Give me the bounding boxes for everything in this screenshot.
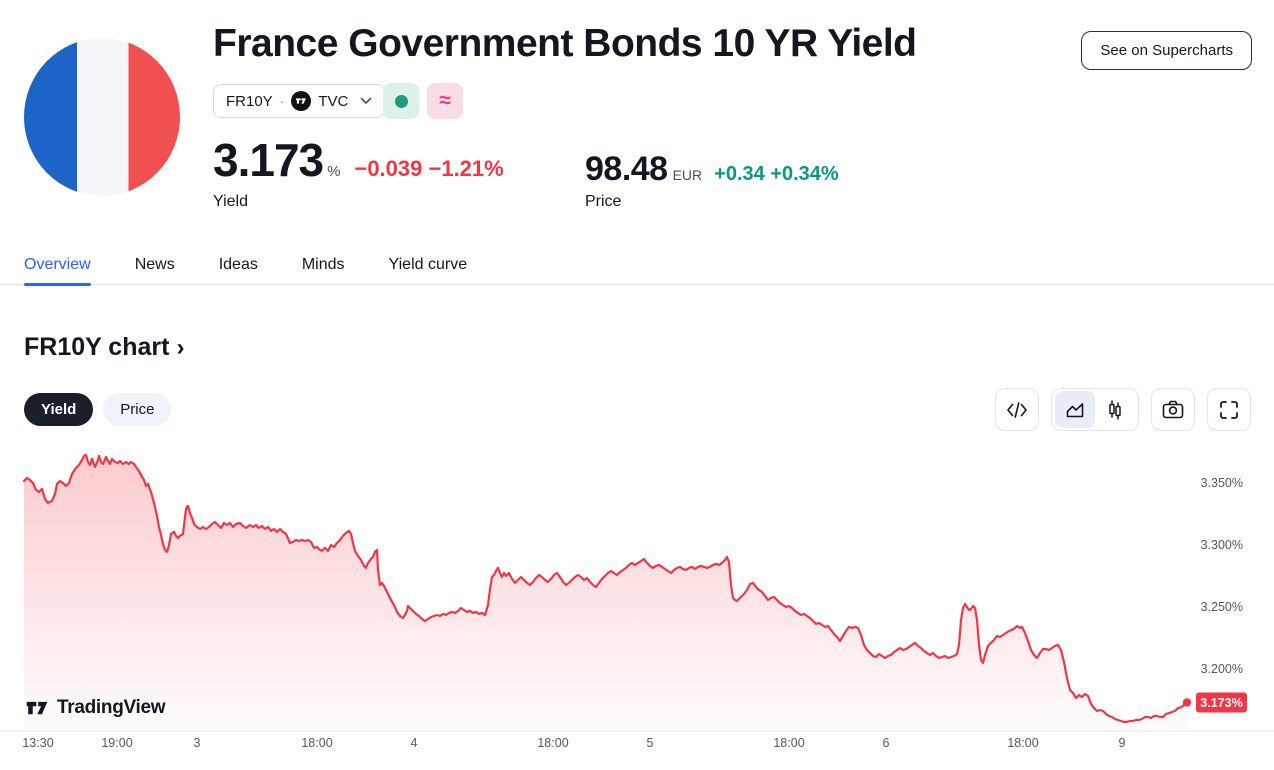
yield-line [22,453,1189,723]
tab-ideas[interactable]: Ideas [218,256,258,273]
code-icon [1007,401,1027,418]
last-price-dot [1182,698,1192,707]
tradingview-watermark-text: TradingView [57,697,166,718]
yield-stat-label: Yield [213,193,248,210]
last-price-tag-text: 3.173% [1200,696,1242,710]
time-axis-label[interactable]: 18:00 [301,736,332,750]
price-axis-label[interactable]: 3.200% [1201,662,1243,676]
chart-type-toggle [1051,388,1139,431]
candles-chart-type-button[interactable] [1095,391,1135,428]
france-flag-icon [24,38,180,196]
tradingview-logo-icon [291,91,312,111]
time-axis-label[interactable]: 18:00 [1007,736,1038,750]
tab-overview[interactable]: Overview [24,246,91,286]
embed-code-button[interactable] [995,388,1039,431]
approx-data-badge[interactable]: ≈ [427,83,463,119]
yield-unit: % [327,163,341,180]
camera-icon [1162,400,1184,419]
symbol-separator: · [279,93,285,109]
price-axis-label[interactable]: 3.350% [1201,476,1243,490]
time-axis-label[interactable]: 19:00 [101,736,132,750]
chart-section-title: FR10Y chart [24,332,170,361]
tradingview-logo-mark-icon [26,701,48,715]
time-axis-label[interactable]: 18:00 [773,736,804,750]
chevron-down-icon [360,97,372,105]
approx-icon: ≈ [439,89,451,112]
tab-minds[interactable]: Minds [301,256,345,273]
chart-toolbar [995,388,1251,431]
yield-chart-canvas[interactable]: 13:30 19:00 3 18:00 4 18:00 5 18:00 6 18:00 9 3.350… [0,445,1274,770]
yield-stat: 3.173 % −0.039 −1.21% [213,137,504,183]
last-price-tag [1196,692,1247,713]
area-chart-type-button[interactable] [1055,391,1095,428]
fullscreen-button[interactable] [1207,388,1251,431]
price-stat: 98.48 EUR +0.34 +0.34% [585,152,839,186]
price-stat-label: Price [585,193,622,210]
time-axis-label[interactable]: 3 [194,736,201,750]
time-axis-label[interactable]: 9 [1119,736,1126,750]
toggle-yield-button[interactable]: Yield [24,393,94,426]
area-chart-icon [1066,402,1084,417]
yield-area-fill [24,454,1187,731]
price-value: 98.48 [585,150,668,188]
market-status-badge[interactable] [383,83,419,119]
yield-chart[interactable]: 13:30 19:00 3 18:00 4 18:00 5 18:00 6 18:00 9 3.350… [0,445,1274,770]
price-axis-label[interactable]: 3.250% [1201,600,1243,614]
chevron-right-icon: › [176,334,185,361]
toggle-price-button[interactable]: Price [103,393,172,426]
price-change: +0.34 +0.34% [714,163,839,185]
time-axis-label[interactable]: 5 [647,736,654,750]
symbol-code: FR10Y [226,92,273,110]
symbol-selector[interactable]: FR10Y · TVC [213,84,386,118]
yield-value: 3.173 [213,134,324,186]
price-axis-label[interactable]: 3.300% [1201,538,1243,552]
series-toggle: Yield Price [24,393,172,426]
yield-change: −0.039 −1.21% [354,156,504,181]
tab-yield-curve[interactable]: Yield curve [388,256,468,273]
snapshot-button[interactable] [1151,388,1195,431]
symbol-exchange: TVC [318,92,349,110]
time-axis-label[interactable]: 18:00 [537,736,568,750]
tradingview-watermark: TradingView [25,697,166,719]
time-axis-label[interactable]: 6 [883,736,890,750]
section-tabs: Overview News Ideas Minds Yield curve [0,246,1274,286]
chart-section-heading[interactable]: FR10Y chart › [24,332,184,362]
fullscreen-icon [1220,400,1238,419]
time-axis-label[interactable]: 4 [411,736,418,750]
see-on-supercharts-button[interactable]: See on Supercharts [1081,31,1252,70]
time-axis-label[interactable]: 13:30 [22,736,53,750]
page-title: France Government Bonds 10 YR Yield [213,22,917,65]
tab-news[interactable]: News [134,256,175,273]
candlestick-icon [1109,399,1121,420]
price-unit: EUR [672,167,703,183]
market-open-dot-icon [394,94,408,108]
